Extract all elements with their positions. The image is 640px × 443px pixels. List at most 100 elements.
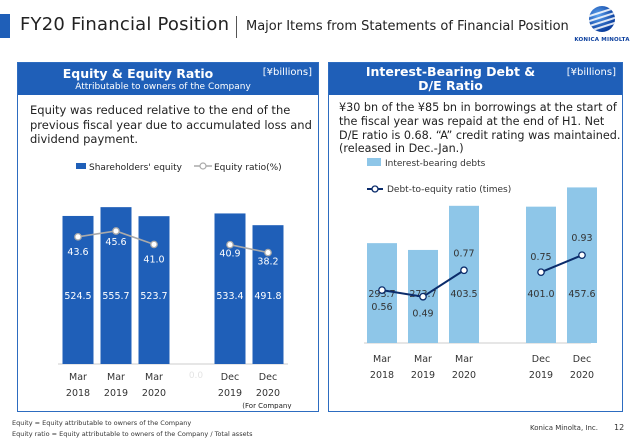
debt-unit-label: [¥billions] xyxy=(566,67,616,78)
series-line xyxy=(540,254,583,274)
x-tick: Mar 2019 xyxy=(411,354,435,381)
bar-value-label: 401.0 xyxy=(527,289,554,300)
company-rating-note-line: (For Company xyxy=(242,402,291,409)
x-tick-label: 2018 xyxy=(66,388,90,399)
x-tick: Mar 2018 xyxy=(370,354,394,381)
legend-bar-swatch xyxy=(367,158,381,166)
company-logo: KONICA MINOLTA xyxy=(574,6,630,50)
debt-panel-title-line1: Interest-Bearing Debt & xyxy=(365,64,536,79)
x-tick-label: 2019 xyxy=(529,370,553,381)
globe-icon xyxy=(589,6,615,32)
x-tick: Mar 2018 xyxy=(66,372,90,399)
bar xyxy=(567,187,597,343)
debt-panel-title: Interest-Bearing Debt & D/E Ratio xyxy=(329,65,622,93)
bar-value-label: 524.5 xyxy=(64,291,91,302)
line-point xyxy=(150,240,158,249)
page-title: FY20 Financial Position xyxy=(20,14,230,35)
title-accent-bar xyxy=(0,14,10,38)
title-separator xyxy=(236,16,237,38)
x-tick: Mar 2019 xyxy=(104,372,128,399)
line-value-label: 41.0 xyxy=(143,254,164,265)
x-tick: Mar 2020 xyxy=(452,354,476,381)
debt-panel: Interest-Bearing Debt & D/E Ratio [¥bill… xyxy=(328,62,623,412)
x-tick-label: Dec xyxy=(221,372,239,383)
equity-panel-header: Equity & Equity Ratio Attributable to ow… xyxy=(18,63,318,95)
equity-panel-subtitle: Attributable to owners of the Company xyxy=(75,82,251,92)
x-tick-label: Mar xyxy=(69,372,87,383)
debt-legend: Interest-bearing debts Debt-to-equity ra… xyxy=(367,158,511,195)
line-point xyxy=(537,268,545,277)
debt-description: ¥30 bn of the ¥85 bn in borrowings at th… xyxy=(339,101,621,156)
line-value-label: 38.2 xyxy=(257,257,278,268)
bar-value-label: 555.7 xyxy=(102,291,129,302)
bar-value-label: 293.7 xyxy=(368,289,395,300)
legend-line-marker xyxy=(199,162,207,170)
page-subtitle: Major Items from Statements of Financial… xyxy=(246,19,569,34)
bar-value-label: 523.7 xyxy=(140,291,167,302)
line-value-label: 40.9 xyxy=(219,249,240,260)
x-tick-label: 2020 xyxy=(142,388,166,399)
legend-line-label: Equity ratio(%) xyxy=(214,163,282,173)
slide-header: FY20 Financial Position Major Items from… xyxy=(0,0,640,52)
line-point xyxy=(419,292,427,301)
x-tick-label: Dec xyxy=(259,372,277,383)
x-tick-label: 2020 xyxy=(570,370,594,381)
series-line xyxy=(229,243,269,254)
debt-chart: Interest-bearing debts Debt-to-equity ra… xyxy=(364,158,597,381)
x-tick-label: 2019 xyxy=(218,388,242,399)
x-tick-label: Dec xyxy=(532,354,550,365)
legend-bar-label: Shareholders' equity xyxy=(89,163,183,173)
bar-value-label: 491.8 xyxy=(254,291,281,302)
x-tick-label: 2020 xyxy=(256,388,280,399)
bar-value-label: 403.5 xyxy=(450,289,477,300)
x-tick: Dec 2020 xyxy=(570,354,594,381)
x-tick-label: Mar xyxy=(455,354,473,365)
equity-chart: Shareholders' equity Equity ratio(%) 0.0… xyxy=(58,162,293,409)
x-tick-label: Mar xyxy=(373,354,391,365)
logo-text: KONICA MINOLTA xyxy=(574,37,630,43)
debt-panel-title-line2: D/E Ratio xyxy=(418,78,483,93)
footer-notes: Equity = Equity attributable to owners o… xyxy=(12,418,253,440)
footer-company: Konica Minolta, Inc. xyxy=(530,424,598,432)
axis-break-label: 0.0 xyxy=(189,371,204,381)
line-point xyxy=(74,232,82,241)
x-tick: Mar 2020 xyxy=(142,372,166,399)
x-tick-label: Mar xyxy=(414,354,432,365)
legend-line-marker xyxy=(371,185,379,193)
x-tick-label: Dec xyxy=(573,354,591,365)
line-point xyxy=(378,286,386,294)
line-value-label: 0.49 xyxy=(412,309,433,320)
x-tick: Dec 2019 xyxy=(529,354,553,381)
bar xyxy=(214,213,246,364)
bar xyxy=(252,225,284,364)
x-tick-label: 2019 xyxy=(411,370,435,381)
bar xyxy=(449,205,479,343)
equity-panel-title: Equity & Equity Ratio xyxy=(62,66,214,81)
line-point xyxy=(226,240,234,249)
bar-value-label: 457.6 xyxy=(568,289,595,300)
x-tick-label: Mar xyxy=(145,372,163,383)
line-point xyxy=(112,227,120,235)
legend-line-label: Debt-to-equity ratio (times) xyxy=(387,185,511,195)
line-value-label: 0.56 xyxy=(371,302,392,313)
x-tick-label: Mar xyxy=(107,372,125,383)
x-tick-label: 2020 xyxy=(452,370,476,381)
footer-note-equity: Equity = Equity attributable to owners o… xyxy=(12,419,192,427)
line-value-label: 45.6 xyxy=(105,237,126,248)
line-value-label: 0.93 xyxy=(571,233,592,244)
company-rating-note: (For Company Rating 42.0%) xyxy=(242,402,293,409)
line-point xyxy=(460,266,468,275)
x-tick: Dec 2020 xyxy=(256,372,280,399)
line-value-label: 0.75 xyxy=(530,252,551,263)
equity-legend: Shareholders' equity Equity ratio(%) xyxy=(76,162,282,173)
legend-bar-swatch xyxy=(76,163,86,169)
line-point xyxy=(264,248,272,257)
equity-panel: Equity & Equity Ratio Attributable to ow… xyxy=(17,62,319,412)
line-point xyxy=(578,251,586,260)
x-tick-label: 2018 xyxy=(370,370,394,381)
equity-unit-label: [¥billions] xyxy=(262,67,312,78)
line-value-label: 43.6 xyxy=(67,247,88,258)
debt-panel-header: Interest-Bearing Debt & D/E Ratio [¥bill… xyxy=(329,63,622,95)
page-number: 12 xyxy=(614,423,625,432)
legend-bar-label: Interest-bearing debts xyxy=(385,159,486,169)
